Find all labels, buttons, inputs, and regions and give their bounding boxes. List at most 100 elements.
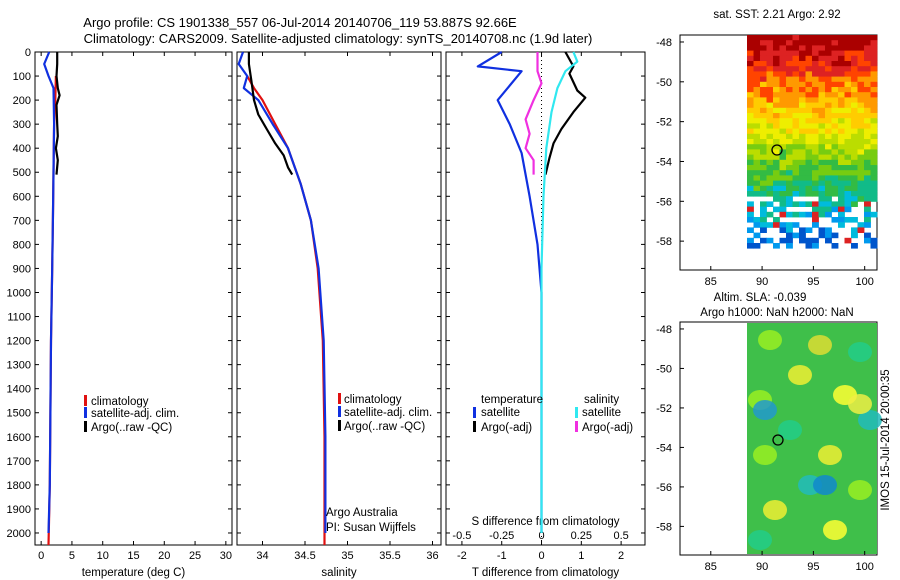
sst-cell [773, 76, 780, 83]
sst-cell [792, 107, 800, 114]
sst-cell [864, 118, 871, 124]
sst-cell [864, 35, 871, 41]
sst-cell [864, 196, 871, 202]
sst-cell [825, 149, 832, 155]
sst-cell [792, 232, 800, 239]
sst-cell [779, 71, 787, 77]
sst-cell [792, 222, 800, 228]
sst-cell [786, 87, 793, 93]
sst-cell [870, 71, 878, 77]
sla-blob [808, 335, 832, 355]
depth-tick-label: 1500 [7, 408, 31, 420]
sst-cell [753, 144, 761, 150]
sst-cell [799, 87, 806, 93]
sst-cell [812, 55, 819, 62]
sst-cell [851, 128, 858, 135]
sst-cell [766, 128, 774, 135]
depth-tick-label: 1200 [7, 336, 31, 348]
sst-map-field [747, 35, 878, 249]
sst-cell [844, 92, 852, 98]
sst-cell [760, 40, 767, 46]
sst-cell [779, 123, 787, 129]
sst-cell [792, 76, 800, 83]
sst-cell [805, 118, 813, 124]
sst-cell [792, 35, 800, 41]
sst-cell [760, 159, 767, 166]
sst-cell [851, 154, 858, 161]
sst-cell [812, 128, 819, 135]
sst-cell [838, 139, 845, 145]
sst-cell [786, 61, 793, 67]
sst-cell [799, 81, 806, 88]
sla-blob [753, 400, 777, 420]
sst-cell [851, 66, 858, 72]
sst-cell [760, 92, 767, 98]
sst-cell [825, 71, 832, 77]
depth-tick-label: 1000 [7, 287, 31, 299]
sst-cell [818, 55, 826, 62]
sla-map-title: Altim. SLA: -0.039 [714, 292, 807, 304]
sst-cell [753, 87, 761, 93]
sst-cell [851, 201, 858, 207]
depth-tick-label: 0 [25, 47, 31, 59]
sst-cell [766, 61, 774, 67]
sst-cell [857, 144, 865, 150]
sst-cell [825, 175, 832, 181]
sst-cell [792, 201, 800, 207]
sst-cell [818, 66, 826, 72]
sst-cell [779, 35, 787, 41]
sst-cell [753, 81, 761, 88]
sst-cell [747, 35, 754, 41]
sst-cell [831, 175, 839, 181]
sst-cell [799, 185, 806, 192]
sst-cell [792, 118, 800, 124]
sst-cell [818, 102, 826, 109]
sst-cell [747, 227, 754, 233]
sst-cell [773, 71, 780, 77]
sst-cell [870, 92, 878, 98]
sst-cell [864, 144, 871, 150]
sst-cell [747, 144, 754, 150]
sst-cell [792, 50, 800, 57]
sst-cell [812, 87, 819, 93]
sst-cell [857, 133, 865, 140]
sst-cell [870, 61, 878, 67]
sst-cell [851, 107, 858, 114]
sst-cell [773, 180, 780, 187]
sst-cell [812, 92, 819, 98]
legend-swatch-climatology [338, 393, 341, 404]
sst-cell [844, 175, 852, 181]
sst-cell [812, 107, 819, 114]
sst-cell [838, 81, 845, 88]
sst-cell [838, 61, 845, 67]
sst-cell [747, 149, 754, 155]
sst-cell [766, 144, 774, 150]
x-tick-label: 10 [97, 550, 109, 562]
sst-cell [857, 55, 865, 62]
legend-swatch-satellite [338, 406, 341, 417]
sst-cell [831, 50, 839, 57]
lat-tick-label: -54 [656, 442, 672, 454]
sst-cell [857, 40, 865, 46]
sst-cell [792, 191, 800, 197]
sst-cell [870, 45, 878, 51]
sst-cell [773, 159, 780, 166]
sst-cell [753, 232, 761, 239]
sst-cell [825, 66, 832, 72]
sst-cell [773, 107, 780, 114]
sst-cell [870, 76, 878, 83]
sst-cell [773, 45, 780, 51]
sst-cell [818, 61, 826, 67]
sst-cell [779, 97, 787, 103]
sst-cell [844, 149, 852, 155]
lat-tick-label: -50 [656, 77, 672, 89]
sst-cell [760, 185, 767, 192]
sst-cell [753, 50, 761, 57]
sst-cell [753, 170, 761, 176]
legend-label-climatology: climatology [91, 396, 149, 408]
legend-swatch-satellite [84, 407, 87, 418]
sst-cell [812, 133, 819, 140]
sst-cell [831, 66, 839, 72]
sst-cell [799, 133, 806, 140]
sst-cell [799, 211, 806, 218]
